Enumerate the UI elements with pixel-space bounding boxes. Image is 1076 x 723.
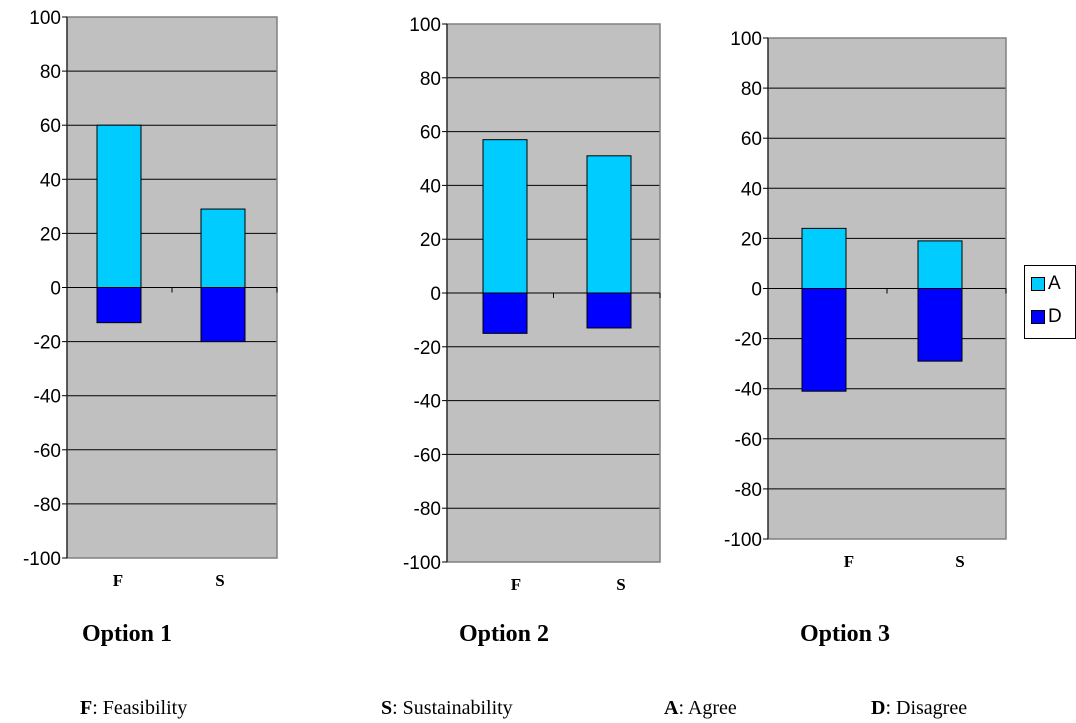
footer-text-d: : Disagree <box>885 697 968 719</box>
y-tick-label: 40 <box>741 179 762 200</box>
legend: A D <box>1024 265 1076 339</box>
bar-d-f <box>801 288 847 392</box>
bar-a-s <box>917 240 963 289</box>
y-tick-label: 100 <box>730 29 762 50</box>
bar-a-f <box>801 227 847 290</box>
bar-a-f <box>482 139 528 294</box>
category-label: S <box>616 575 625 594</box>
footer-text-s: : Sustainability <box>392 697 513 719</box>
y-tick-label: -40 <box>414 392 441 413</box>
legend-label-disagree: D <box>1048 306 1062 327</box>
bar-d-s <box>917 288 963 362</box>
y-tick-label: 20 <box>40 224 61 245</box>
option-3-title: Option 3 <box>800 621 891 647</box>
y-tick-label: 40 <box>40 170 61 191</box>
y-tick-label: 100 <box>409 15 441 36</box>
y-tick-label: -20 <box>414 338 441 359</box>
y-tick-label: -100 <box>23 549 61 570</box>
option-1-title: Option 1 <box>82 621 173 647</box>
y-tick-label: 20 <box>741 229 762 250</box>
category-label: S <box>215 571 224 590</box>
footer-text-a: : Agree <box>678 697 737 719</box>
y-tick-label: -100 <box>403 553 441 574</box>
y-tick-label: 40 <box>420 176 441 197</box>
legend-swatch-agree <box>1031 277 1045 291</box>
footer-agree: A: Agree <box>664 697 737 720</box>
footer-feasibility: F: Feasibility <box>80 697 187 720</box>
bar-d-s <box>200 287 246 343</box>
y-tick-label: 0 <box>430 284 441 305</box>
y-tick-label: 80 <box>420 69 441 90</box>
charts-canvas: 100 80 60 40 20 0 -20 -40 -60 -80 -100 F S 100 80 60 40 2… <box>23 8 1007 594</box>
legend-swatch-disagree <box>1031 310 1045 324</box>
legend-item-disagree: D <box>1031 306 1062 328</box>
footer-sustainability: S: Sustainability <box>381 697 513 720</box>
y-tick-label: -80 <box>735 480 762 501</box>
category-label: F <box>511 575 521 594</box>
footer-disagree: D: Disagree <box>871 697 967 720</box>
footer-text-f: : Feasibility <box>92 697 188 719</box>
bar-d-s <box>586 292 632 329</box>
footer-key-f: F <box>80 697 93 719</box>
y-tick-label: -100 <box>724 530 762 551</box>
category-label: S <box>955 552 964 571</box>
y-tick-label: 0 <box>50 279 61 300</box>
y-tick-label: 60 <box>40 116 61 137</box>
y-tick-label: 60 <box>420 123 441 144</box>
legend-item-agree: A <box>1031 273 1061 295</box>
y-tick-label: 60 <box>741 129 762 150</box>
footer-key-a: A <box>664 697 679 719</box>
category-label: F <box>113 571 123 590</box>
bar-d-f <box>482 292 528 334</box>
y-tick-label: 80 <box>741 79 762 100</box>
footer-key-d: D <box>871 697 886 719</box>
y-tick-label: -20 <box>735 330 762 351</box>
bar-a-s <box>586 155 632 294</box>
y-tick-label: 0 <box>751 280 762 301</box>
y-tick-label: 100 <box>29 8 61 29</box>
y-tick-label: 80 <box>40 62 61 83</box>
option-2-title: Option 2 <box>459 621 550 647</box>
y-tick-label: 20 <box>420 230 441 251</box>
y-tick-label: -40 <box>34 387 61 408</box>
bar-a-s <box>200 208 246 288</box>
legend-label-agree: A <box>1048 273 1061 294</box>
y-tick-label: -60 <box>414 445 441 466</box>
bar-a-f <box>96 124 142 288</box>
y-tick-label: -40 <box>735 380 762 401</box>
category-label: F <box>844 552 854 571</box>
y-tick-label: -20 <box>34 333 61 354</box>
y-tick-label: -60 <box>34 441 61 462</box>
y-tick-label: -80 <box>34 495 61 516</box>
y-tick-label: -80 <box>414 499 441 520</box>
y-tick-label: -60 <box>735 430 762 451</box>
footer-key-s: S <box>381 697 393 719</box>
bar-d-f <box>96 287 142 324</box>
